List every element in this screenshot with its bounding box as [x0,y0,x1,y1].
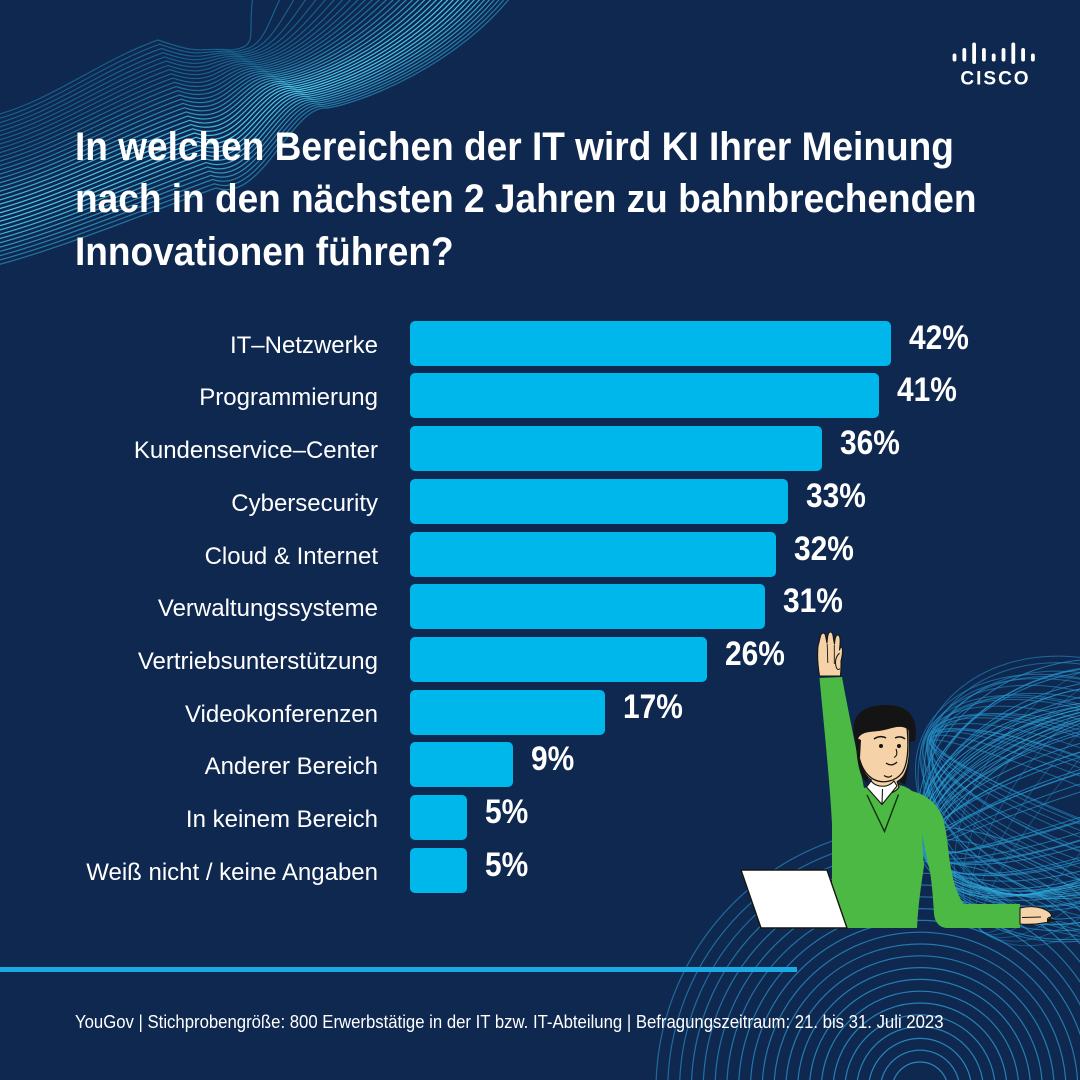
svg-text:CISCO: CISCO [960,69,1030,90]
